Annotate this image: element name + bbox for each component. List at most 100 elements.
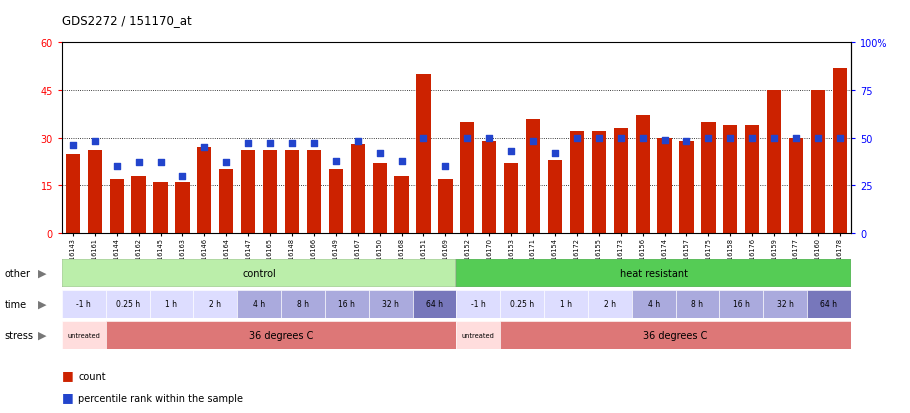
Bar: [635, 116, 650, 233]
Point: [745, 135, 760, 142]
Text: other: other: [5, 268, 31, 278]
Bar: [548, 161, 562, 233]
Bar: [281, 290, 325, 318]
Point: [131, 160, 146, 166]
Text: ■: ■: [62, 390, 74, 403]
Bar: [456, 290, 501, 318]
Bar: [570, 132, 584, 233]
Text: -1 h: -1 h: [470, 299, 486, 309]
Bar: [675, 290, 719, 318]
Point: [197, 145, 212, 151]
Bar: [504, 164, 519, 233]
Point: [66, 142, 80, 149]
Bar: [460, 123, 474, 233]
Bar: [526, 119, 541, 233]
Point: [175, 173, 189, 180]
Text: 32 h: 32 h: [382, 299, 399, 309]
Text: ▶: ▶: [38, 268, 46, 278]
Bar: [763, 290, 807, 318]
Text: 4 h: 4 h: [648, 299, 660, 309]
Bar: [544, 290, 588, 318]
Point: [329, 158, 343, 164]
Text: untreated: untreated: [462, 332, 495, 338]
Point: [87, 139, 102, 145]
Bar: [745, 126, 759, 233]
Bar: [723, 126, 737, 233]
Text: 8 h: 8 h: [692, 299, 703, 309]
Bar: [307, 151, 321, 233]
Text: 0.25 h: 0.25 h: [510, 299, 534, 309]
Point: [548, 150, 562, 157]
Bar: [702, 123, 715, 233]
Bar: [241, 151, 256, 233]
Bar: [417, 75, 430, 233]
Point: [263, 141, 278, 147]
Point: [723, 135, 738, 142]
Text: 36 degrees C: 36 degrees C: [248, 330, 313, 340]
Bar: [154, 183, 167, 233]
Bar: [588, 290, 632, 318]
Bar: [193, 290, 238, 318]
Point: [109, 164, 124, 170]
Bar: [592, 132, 606, 233]
Bar: [412, 290, 456, 318]
Point: [350, 139, 365, 145]
Point: [153, 160, 167, 166]
Text: -1 h: -1 h: [76, 299, 91, 309]
Bar: [149, 290, 193, 318]
Text: 0.25 h: 0.25 h: [116, 299, 140, 309]
Point: [219, 160, 234, 166]
Point: [482, 135, 497, 142]
Bar: [482, 142, 496, 233]
Bar: [680, 142, 693, 233]
Bar: [833, 69, 847, 233]
Bar: [66, 154, 80, 233]
Bar: [501, 290, 544, 318]
Point: [372, 150, 387, 157]
Bar: [325, 290, 369, 318]
Point: [679, 139, 693, 145]
Point: [833, 135, 847, 142]
Text: stress: stress: [5, 330, 34, 340]
Text: 8 h: 8 h: [297, 299, 309, 309]
Point: [416, 135, 430, 142]
Text: 64 h: 64 h: [426, 299, 443, 309]
Text: 64 h: 64 h: [821, 299, 837, 309]
Point: [460, 135, 475, 142]
Text: ■: ■: [62, 368, 74, 381]
Point: [613, 135, 628, 142]
Bar: [613, 129, 628, 233]
Point: [811, 135, 825, 142]
Bar: [87, 151, 102, 233]
Bar: [632, 290, 675, 318]
Point: [285, 141, 299, 147]
Bar: [789, 138, 804, 233]
Text: time: time: [5, 299, 26, 309]
Bar: [329, 170, 343, 233]
Bar: [197, 148, 211, 233]
Bar: [106, 321, 457, 349]
Text: ▶: ▶: [38, 330, 46, 340]
Bar: [350, 145, 365, 233]
Bar: [176, 183, 189, 233]
Text: 36 degrees C: 36 degrees C: [643, 330, 708, 340]
Text: 1 h: 1 h: [560, 299, 572, 309]
Bar: [807, 290, 851, 318]
Text: heat resistant: heat resistant: [620, 268, 688, 278]
Text: count: count: [78, 371, 106, 381]
Bar: [719, 290, 763, 318]
Point: [307, 141, 321, 147]
Point: [701, 135, 715, 142]
Point: [438, 164, 452, 170]
Text: control: control: [242, 268, 276, 278]
Text: 16 h: 16 h: [733, 299, 750, 309]
Bar: [263, 151, 278, 233]
Text: percentile rank within the sample: percentile rank within the sample: [78, 393, 243, 403]
Point: [657, 137, 672, 144]
Bar: [62, 321, 106, 349]
Bar: [62, 290, 106, 318]
Text: 1 h: 1 h: [166, 299, 177, 309]
Bar: [767, 91, 782, 233]
Point: [394, 158, 409, 164]
Text: 2 h: 2 h: [603, 299, 616, 309]
